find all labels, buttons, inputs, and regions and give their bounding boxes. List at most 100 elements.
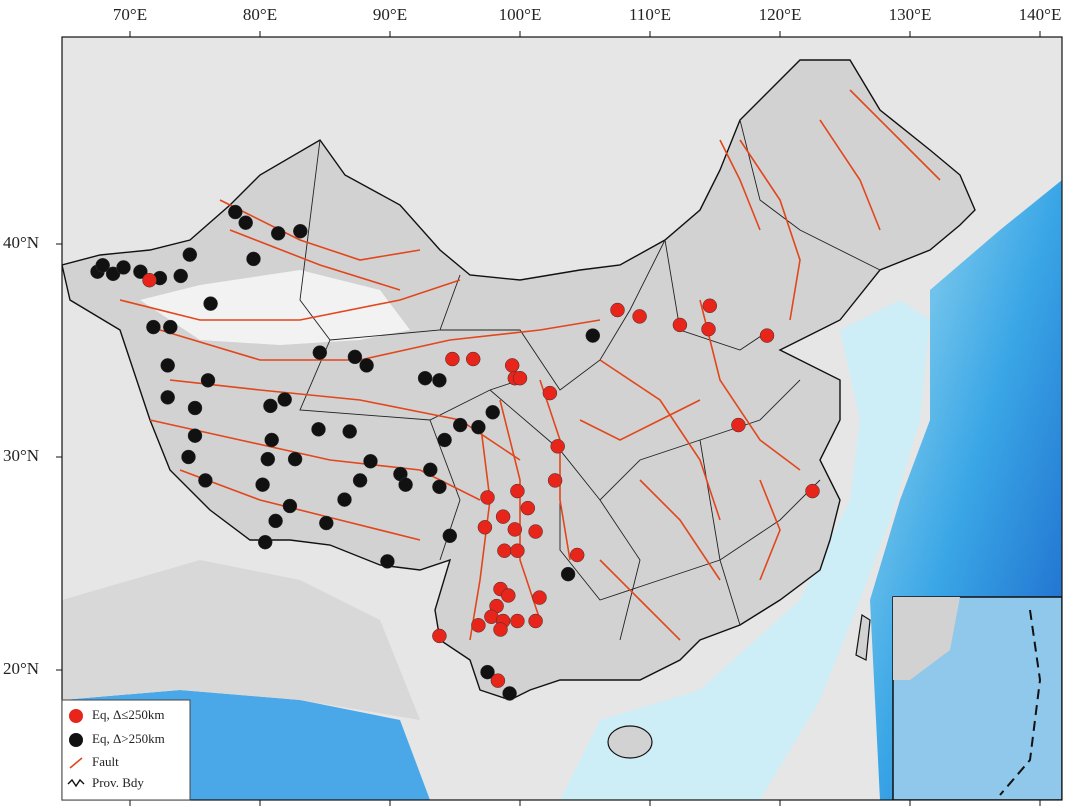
earthquake xyxy=(550,439,565,454)
earthquake xyxy=(146,319,161,335)
earthquake xyxy=(228,204,243,220)
earthquake xyxy=(480,490,495,505)
earthquake xyxy=(471,419,486,435)
earthquake xyxy=(569,547,585,563)
earthquake xyxy=(160,390,175,405)
earthquake xyxy=(759,328,775,343)
legend-label: Fault xyxy=(92,754,119,769)
earthquake xyxy=(437,432,452,448)
earthquake xyxy=(528,613,543,629)
earthquake xyxy=(238,215,253,230)
earthquake xyxy=(423,462,438,478)
earthquake xyxy=(507,522,523,537)
earthquake xyxy=(512,370,528,386)
earthquake xyxy=(160,358,175,373)
tarim-basin xyxy=(140,270,410,345)
legend-label: Eq, Δ≤250km xyxy=(92,707,165,722)
earthquake xyxy=(181,449,196,465)
x-tick-label: 90°E xyxy=(373,5,407,24)
earthquake xyxy=(442,528,458,544)
earthquake xyxy=(264,432,279,448)
earthquake xyxy=(347,349,363,365)
earthquake xyxy=(95,258,110,273)
earthquake xyxy=(312,345,328,360)
earthquake xyxy=(182,247,198,262)
earthquake xyxy=(417,370,433,386)
x-tick-label: 100°E xyxy=(499,5,542,24)
earthquake xyxy=(337,492,352,507)
earthquake xyxy=(610,302,625,318)
earthquake xyxy=(547,473,563,488)
earthquake xyxy=(510,613,525,629)
x-tick-label: 140°E xyxy=(1019,5,1062,24)
earthquake xyxy=(319,515,334,531)
earthquake xyxy=(198,473,213,488)
earthquake xyxy=(495,509,511,524)
earthquake xyxy=(497,543,512,558)
earthquake xyxy=(257,534,273,550)
legend-label: Prov. Bdy xyxy=(92,775,144,790)
earthquake xyxy=(163,319,178,335)
shelf-sea xyxy=(560,300,930,800)
x-tick-label: 80°E xyxy=(243,5,277,24)
earthquake xyxy=(268,513,283,529)
x-tick-label: 110°E xyxy=(629,5,671,24)
earthquake xyxy=(432,628,447,644)
earthquake xyxy=(277,392,292,407)
earthquake xyxy=(480,664,495,680)
earthquake xyxy=(380,554,395,569)
earthquake xyxy=(485,405,500,420)
earthquake xyxy=(142,272,157,288)
legend-far-marker xyxy=(69,733,83,747)
earthquake xyxy=(432,373,447,388)
inset-land xyxy=(893,597,960,680)
earthquake xyxy=(270,226,286,241)
x-tick-label: 120°E xyxy=(759,5,802,24)
earthquake xyxy=(632,309,647,324)
x-tick-label: 130°E xyxy=(889,5,932,24)
earthquake xyxy=(510,483,525,499)
earthquake xyxy=(471,618,486,633)
earthquake xyxy=(432,479,447,495)
x-tick-label: 70°E xyxy=(113,5,147,24)
legend-fault-marker xyxy=(69,757,83,769)
earthquake xyxy=(542,385,558,401)
earthquake xyxy=(452,417,468,433)
earthquake xyxy=(133,264,148,279)
earthquake xyxy=(352,473,368,488)
earthquake xyxy=(200,373,216,388)
earthquake xyxy=(560,566,576,582)
legend-label: Eq, Δ>250km xyxy=(92,731,165,746)
earthquake xyxy=(359,358,374,373)
y-tick-label: 40°N xyxy=(3,233,39,252)
legend-near-marker xyxy=(69,709,83,723)
hainan xyxy=(607,725,653,759)
frame xyxy=(61,36,1063,801)
earthquake xyxy=(731,417,746,433)
earthquake xyxy=(520,500,536,516)
earthquake xyxy=(532,590,547,605)
earthquake xyxy=(246,251,261,267)
earthquake xyxy=(465,351,481,367)
earthquake xyxy=(510,543,525,558)
inset-dashed-line xyxy=(999,609,1042,796)
earthquake xyxy=(445,351,460,367)
earthquake xyxy=(187,428,203,443)
earthquake xyxy=(293,223,308,239)
earthquake xyxy=(282,498,298,514)
legend-bdy-marker xyxy=(67,778,85,788)
earthquake xyxy=(490,673,506,688)
earthquake xyxy=(502,686,517,701)
earthquake xyxy=(528,524,543,539)
legend: Eq, Δ≤250km Eq, Δ>250km Fault Prov. Bdy xyxy=(61,699,191,801)
basemap xyxy=(62,37,1062,800)
earthquake xyxy=(287,451,303,467)
earthquake xyxy=(477,520,493,535)
earthquake xyxy=(702,298,718,314)
earthquake xyxy=(805,483,820,499)
earthquake xyxy=(585,328,601,343)
earthquake xyxy=(263,398,278,414)
earthquake xyxy=(116,260,131,275)
earthquake xyxy=(398,477,413,492)
